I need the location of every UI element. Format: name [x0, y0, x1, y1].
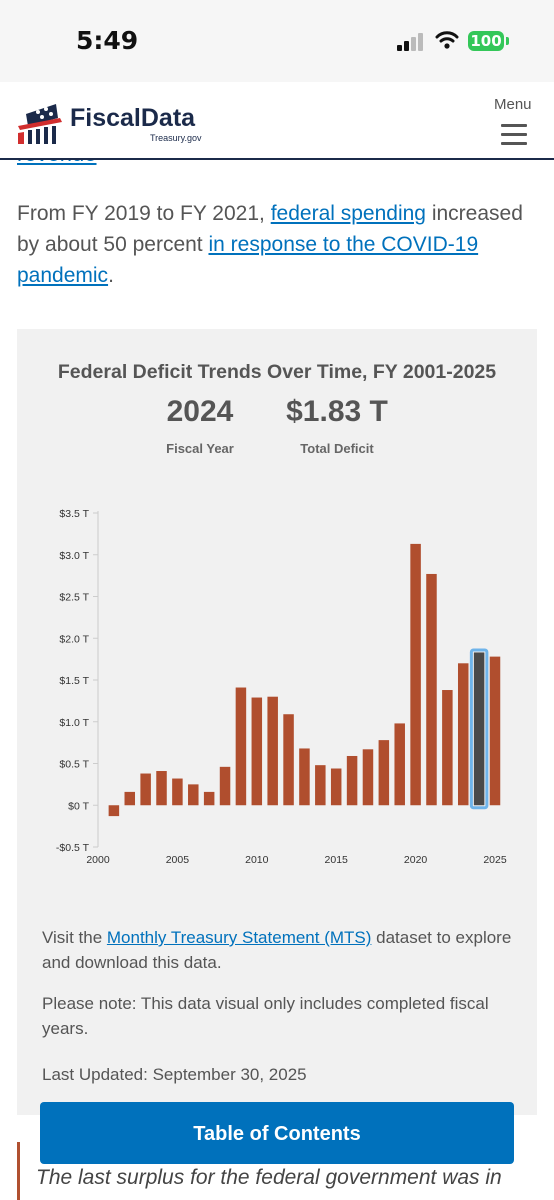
federal-spending-link[interactable]: federal spending: [270, 202, 426, 225]
table-of-contents-button[interactable]: Table of Contents: [40, 1102, 514, 1164]
y-tick-label: $1.5 T: [59, 675, 89, 687]
cellular-signal-icon: [397, 33, 425, 51]
y-tick-label: $2.5 T: [59, 592, 89, 604]
total-deficit-label: Total Deficit: [300, 441, 374, 456]
bar: [203, 791, 215, 806]
mts-note-pre: Visit the: [42, 928, 107, 947]
intro-paragraph: From FY 2019 to FY 2021, federal spendin…: [17, 198, 542, 291]
y-tick-label: $2.0 T: [59, 633, 89, 645]
fiscal-year-stat: 2024 Fiscal Year: [150, 395, 250, 456]
deficit-chart-card: Federal Deficit Trends Over Time, FY 200…: [17, 329, 537, 1115]
x-tick-label: 2025: [483, 854, 507, 866]
mts-dataset-link[interactable]: Monthly Treasury Statement (MTS): [106, 928, 372, 947]
bar: [156, 771, 167, 806]
bar: [378, 740, 390, 806]
x-tick-label: 2020: [404, 854, 428, 866]
bar: [489, 656, 501, 806]
status-time: 5:49: [76, 26, 139, 55]
quote-accent-bar: [17, 1142, 20, 1200]
bar: [346, 755, 358, 806]
bar: [362, 749, 374, 806]
x-tick-label: 2000: [86, 854, 110, 866]
battery-tip: [506, 37, 509, 45]
y-tick-label: $3.5 T: [59, 508, 89, 520]
covid-response-link[interactable]: in response to the COVID-19 pandemic: [17, 233, 479, 287]
paragraph-text-3: .: [108, 264, 114, 287]
mts-note: Visit the Monthly Treasury Statement (MT…: [42, 925, 512, 975]
hamburger-menu-icon[interactable]: [501, 124, 527, 151]
battery-icon: 100: [468, 31, 504, 51]
bar: [330, 768, 342, 806]
bar: [188, 784, 199, 806]
bar: [172, 778, 183, 806]
bar: [283, 714, 294, 806]
total-deficit-stat: $1.83 T Total Deficit: [272, 395, 402, 456]
bar: [299, 748, 310, 806]
bar: [394, 723, 405, 806]
y-tick-label: $1.0 T: [59, 717, 89, 729]
bar: [315, 765, 326, 806]
bar: [457, 663, 469, 806]
paragraph-text-1: From FY 2019 to FY 2021,: [17, 202, 271, 225]
y-tick-label: $0.5 T: [59, 759, 89, 771]
status-bar: 5:49 100: [0, 0, 554, 82]
logo-name: FiscalData: [70, 104, 196, 132]
menu-label[interactable]: Menu: [494, 96, 532, 113]
fiscal-year-label: Fiscal Year: [166, 441, 234, 456]
bar: [426, 573, 437, 806]
paragraph-text-2: increased by about 50 percent: [17, 202, 523, 256]
data-note: Please note: This data visual only inclu…: [42, 994, 489, 1038]
bar: [442, 690, 453, 806]
bar-highlighted: [473, 652, 485, 806]
site-header: FiscalData Treasury.gov Menu: [0, 82, 554, 160]
mts-note-post: dataset to explore and download this dat…: [42, 928, 512, 972]
fiscal-year-value: 2024: [166, 395, 234, 428]
bar: [267, 696, 278, 806]
wifi-icon: [435, 31, 459, 49]
y-tick-label: $0 T: [68, 800, 89, 812]
highlight-outline: [469, 648, 489, 810]
y-tick-label: $3.0 T: [59, 550, 89, 562]
total-deficit-value: $1.83 T: [286, 395, 388, 428]
bar: [124, 791, 136, 806]
bar: [410, 543, 421, 806]
last-updated: Last Updated: September 30, 2025: [42, 1065, 307, 1084]
y-tick-label: -$0.5 T: [56, 842, 90, 854]
surplus-quote: The last surplus for the federal governm…: [36, 1166, 502, 1189]
bar: [108, 805, 120, 817]
x-tick-label: 2015: [325, 854, 349, 866]
chart-title: Federal Deficit Trends Over Time, FY 200…: [57, 361, 497, 383]
fiscaldata-logo-icon[interactable]: [16, 96, 66, 146]
bar: [251, 697, 263, 806]
bar: [235, 687, 247, 806]
deficit-bar-chart: -$0.5 T $0 T $0.5 T $1.0 T $1.5 T $2.0 T $2.5 …: [56, 508, 507, 866]
bar: [140, 773, 151, 806]
x-tick-label: 2005: [166, 854, 190, 866]
x-tick-label: 2010: [245, 854, 269, 866]
logo-subtitle: Treasury.gov: [150, 133, 202, 143]
bar: [219, 766, 231, 806]
